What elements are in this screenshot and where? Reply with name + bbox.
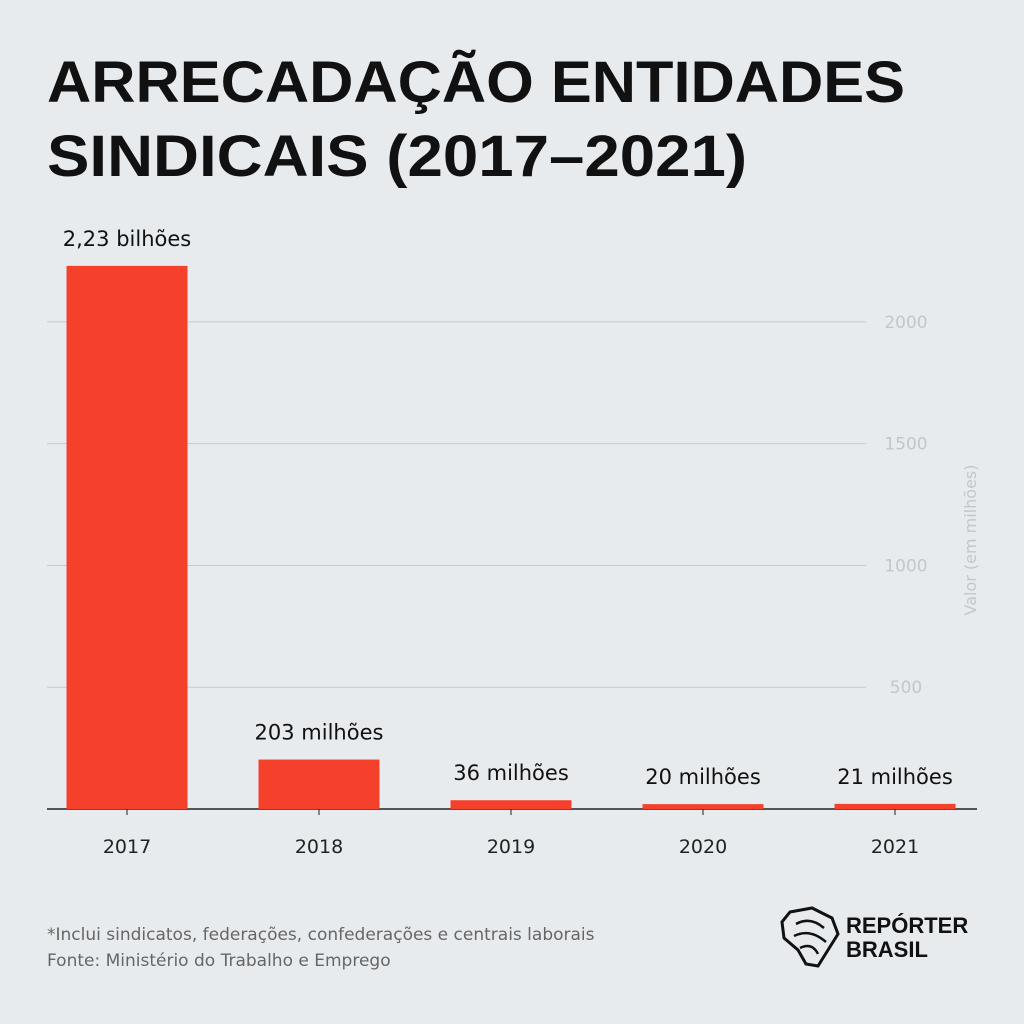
logo: REPÓRTER BRASIL bbox=[780, 906, 968, 968]
logo-icon bbox=[793, 919, 827, 955]
x-tick-label: 2017 bbox=[103, 836, 151, 858]
value-label: 20 milhões bbox=[645, 765, 761, 789]
y-axis-label: Valor (em milhões) bbox=[961, 465, 980, 616]
chart-title: SINDICAIS (2017–2021) bbox=[47, 124, 747, 189]
bar bbox=[66, 265, 188, 810]
source: Fonte: Ministério do Trabalho e Emprego bbox=[47, 951, 391, 971]
bar bbox=[258, 759, 380, 809]
x-tick-label: 2019 bbox=[487, 836, 535, 858]
chart-title: ARRECADAÇÃO ENTIDADES bbox=[47, 50, 905, 115]
value-label: 2,23 bilhões bbox=[63, 227, 191, 251]
bar bbox=[642, 804, 764, 809]
value-label: 203 milhões bbox=[255, 721, 384, 745]
y-tick-label: 500 bbox=[890, 678, 922, 698]
value-label: 36 milhões bbox=[453, 761, 569, 785]
logo-text: REPÓRTER bbox=[846, 913, 968, 938]
x-tick-label: 2020 bbox=[679, 836, 727, 858]
x-tick-label: 2021 bbox=[871, 836, 919, 858]
value-label: 21 milhões bbox=[837, 765, 953, 789]
y-tick-label: 1500 bbox=[884, 435, 927, 455]
y-tick-label: 2000 bbox=[884, 313, 927, 333]
bar bbox=[450, 800, 572, 809]
logo-icon bbox=[780, 906, 840, 968]
logo-text: BRASIL bbox=[846, 937, 928, 962]
bar bbox=[834, 803, 956, 809]
footnote: *Inclui sindicatos, federações, confeder… bbox=[47, 925, 595, 945]
y-tick-label: 1000 bbox=[884, 556, 927, 576]
x-tick-label: 2018 bbox=[295, 836, 343, 858]
